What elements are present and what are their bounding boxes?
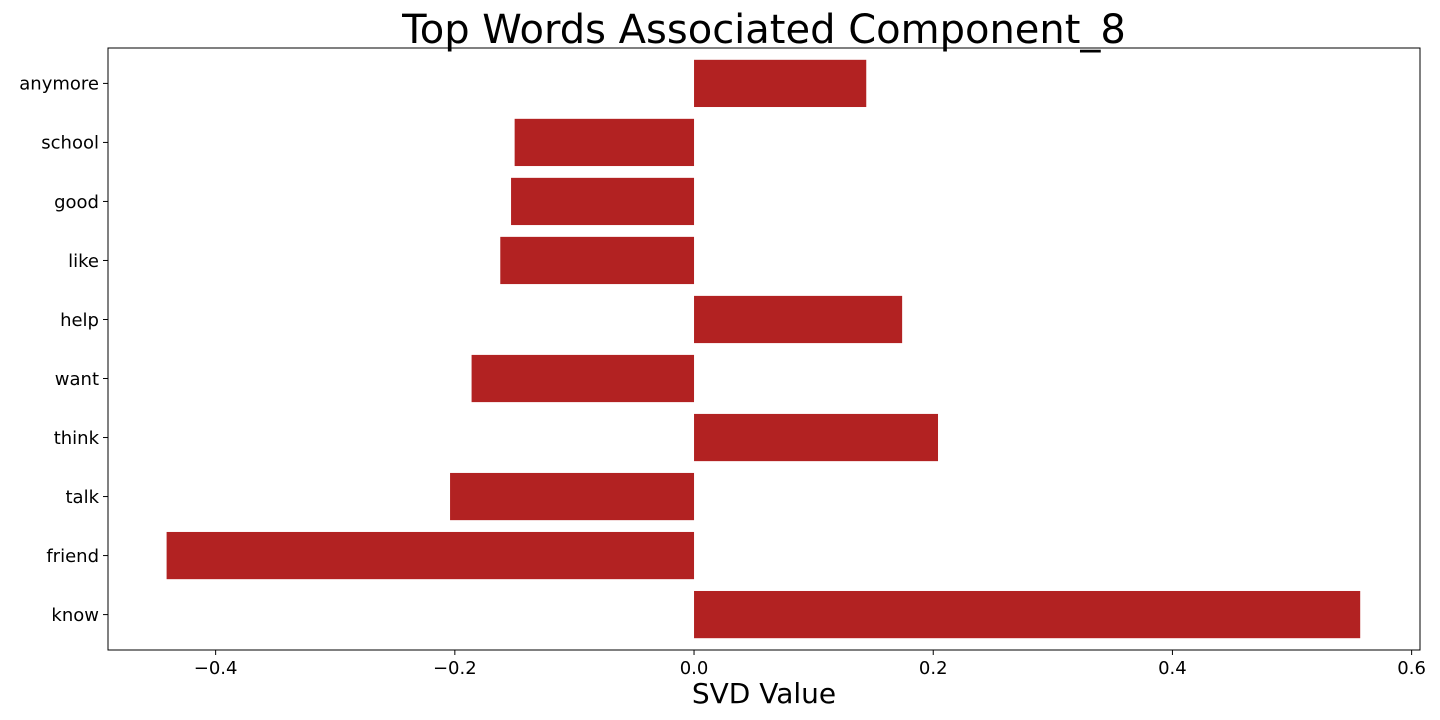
bar-good: [511, 177, 695, 226]
bar-like: [500, 236, 695, 285]
x-tick-label: −0.2: [433, 658, 477, 679]
y-tick-label-anymore: anymore: [19, 74, 99, 95]
x-axis-ticks: −0.4 −0.2 0.0 0.2 0.4 0.6: [194, 650, 1426, 679]
bar-talk: [450, 472, 695, 521]
y-axis-ticks: know friend talk think want help like good schoo…: [19, 74, 108, 626]
bar-think: [694, 413, 939, 462]
y-tick-label-want: want: [55, 369, 99, 390]
y-tick-label-talk: talk: [65, 487, 99, 508]
x-tick-label: 0.0: [680, 658, 709, 679]
y-tick-label-help: help: [60, 310, 99, 331]
y-tick-label-good: good: [54, 192, 99, 213]
x-axis-label: SVD Value: [692, 677, 836, 710]
x-tick-label: 0.6: [1397, 658, 1426, 679]
bar-help: [694, 295, 903, 344]
bar-anymore: [694, 59, 867, 108]
y-tick-label-think: think: [54, 428, 100, 449]
bar-want: [471, 354, 695, 403]
chart-title: Top Words Associated Component_8: [401, 7, 1126, 53]
x-tick-label: 0.2: [919, 658, 948, 679]
y-tick-label-like: like: [68, 251, 99, 272]
y-tick-label-know: know: [51, 605, 99, 626]
bar-friend: [166, 531, 695, 580]
x-tick-label: −0.4: [194, 658, 238, 679]
plot-frame: [107, 47, 1421, 651]
y-tick-label-school: school: [41, 133, 99, 154]
bar-know: [694, 590, 1361, 639]
y-tick-label-friend: friend: [46, 546, 99, 567]
x-tick-label: 0.4: [1158, 658, 1187, 679]
bars-group: [166, 59, 1361, 639]
bar-school: [514, 118, 695, 167]
